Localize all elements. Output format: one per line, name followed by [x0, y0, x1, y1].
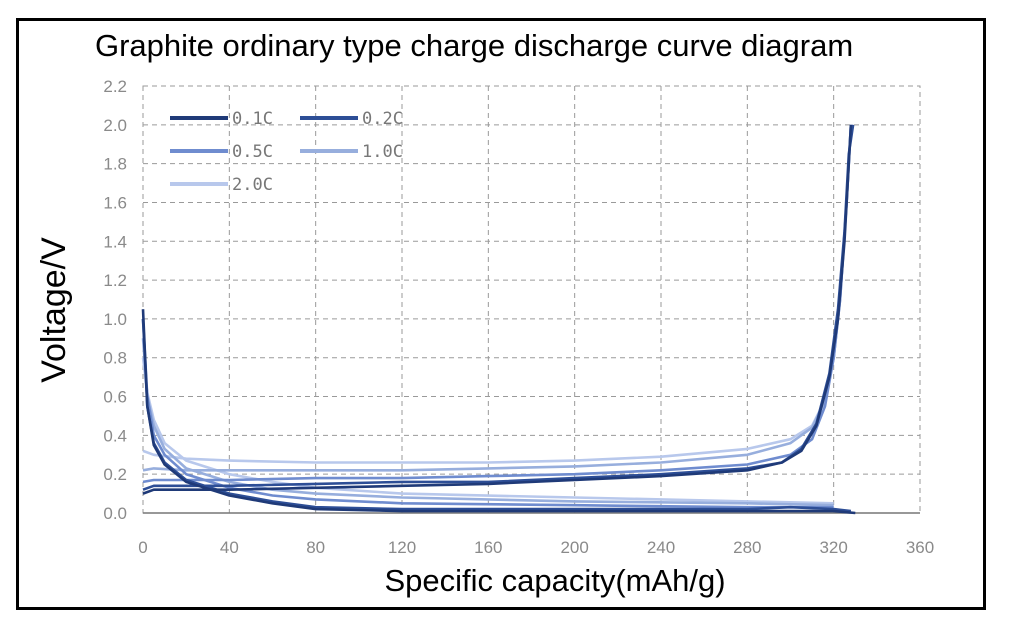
y-tick-label: 0.2 — [103, 465, 127, 484]
series-0-5C-discharge — [141, 318, 834, 509]
x-tick-label: 160 — [474, 538, 502, 557]
x-tick-label: 40 — [220, 538, 239, 557]
axes — [142, 85, 921, 514]
y-tick-label: 1.8 — [103, 155, 127, 174]
legend-label-0-2C: 0.2C — [362, 109, 403, 129]
plot-area-border — [142, 85, 921, 514]
series-layer — [141, 124, 856, 515]
y-tick-label: 0.6 — [103, 388, 127, 407]
chart-title: Graphite ordinary type charge discharge … — [95, 28, 854, 63]
x-tick-label: 200 — [560, 538, 588, 557]
y-tick-label: 1.4 — [103, 232, 127, 251]
x-tick-label: 120 — [388, 538, 416, 557]
y-tick-label: 0.4 — [103, 426, 127, 445]
y-tick-label: 1.6 — [103, 193, 127, 212]
series-0-1C-discharge — [141, 309, 856, 515]
series-0-1C-charge — [142, 124, 853, 495]
legend-label-0-1C: 0.1C — [232, 109, 273, 129]
y-axis-label: Voltage/V — [35, 237, 73, 383]
legend-label-2-0C: 2.0C — [232, 175, 273, 195]
y-tick-label: 0.0 — [103, 504, 127, 523]
grid — [143, 86, 920, 513]
legend-label-1-0C: 1.0C — [362, 142, 403, 162]
x-tick-label: 80 — [306, 538, 325, 557]
y-tick-label: 2.2 — [103, 77, 127, 96]
x-axis-label: Specific capacity(mAh/g) — [384, 563, 725, 598]
legend-label-0-5C: 0.5C — [232, 142, 273, 162]
x-tick-label: 320 — [819, 538, 847, 557]
x-tick-label: 360 — [906, 538, 934, 557]
legend: 0.1C 0.2C 0.5C 1.0C 2.0C — [170, 109, 403, 195]
x-tick-label: 240 — [647, 538, 675, 557]
x-tick-label: 0 — [138, 538, 147, 557]
y-tick-label: 2.0 — [103, 116, 127, 135]
tick-labels: 0 40 80 120 160 200 240 280 320 360 0.0 0.2 0.4 0.6 0.… — [103, 77, 934, 557]
y-tick-label: 1.0 — [103, 310, 127, 329]
x-tick-label: 280 — [733, 538, 761, 557]
y-tick-label: 0.8 — [103, 349, 127, 368]
y-tick-label: 1.2 — [103, 271, 127, 290]
